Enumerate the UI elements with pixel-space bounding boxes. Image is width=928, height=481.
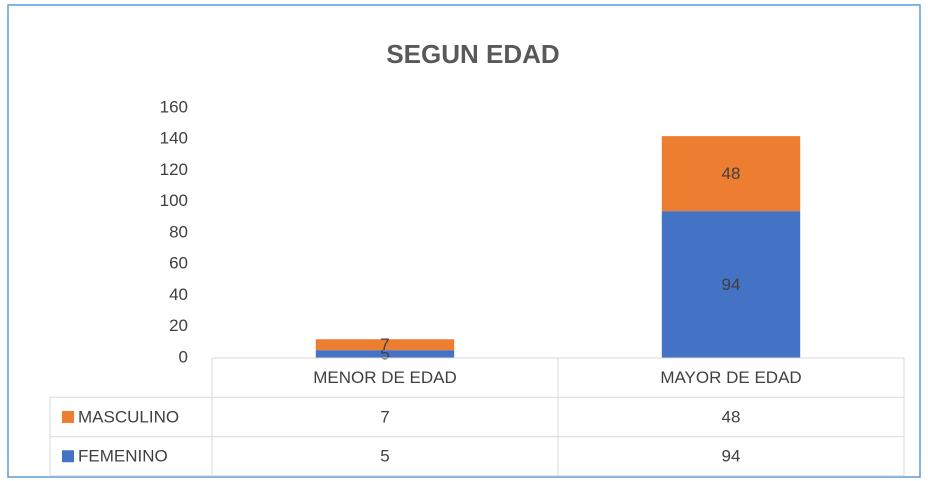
- legend-key: [62, 450, 74, 463]
- legend-key: [62, 410, 74, 423]
- y-tick-label: 120: [160, 160, 188, 179]
- x-tick-label: MAYOR DE EDAD: [660, 368, 801, 387]
- x-tick-label: MENOR DE EDAD: [313, 368, 457, 387]
- table-value: 5: [380, 447, 389, 466]
- y-tick-label: 80: [169, 222, 188, 241]
- table-value: 48: [722, 407, 741, 426]
- chart-title: SEGUN EDAD: [386, 39, 559, 69]
- legend-label: MASCULINO: [78, 407, 179, 426]
- data-label: 94: [722, 275, 741, 294]
- table-value: 94: [722, 447, 741, 466]
- table-value: 7: [380, 407, 389, 426]
- y-tick-label: 20: [169, 316, 188, 335]
- y-tick-label: 160: [160, 97, 188, 116]
- legend-label: FEMENINO: [78, 447, 168, 466]
- data-label: 5: [380, 345, 389, 364]
- data-label: 48: [722, 164, 741, 183]
- bar-segment: [661, 136, 801, 212]
- y-tick-label: 140: [160, 129, 188, 148]
- data-label: 7: [380, 335, 389, 354]
- bar-segment: [661, 211, 801, 358]
- bar-segment: [315, 350, 455, 358]
- y-tick-label: 100: [160, 191, 188, 210]
- y-tick-label: 0: [179, 347, 188, 366]
- bar-segment: [315, 339, 455, 351]
- y-tick-label: 40: [169, 285, 188, 304]
- y-tick-label: 60: [169, 254, 188, 273]
